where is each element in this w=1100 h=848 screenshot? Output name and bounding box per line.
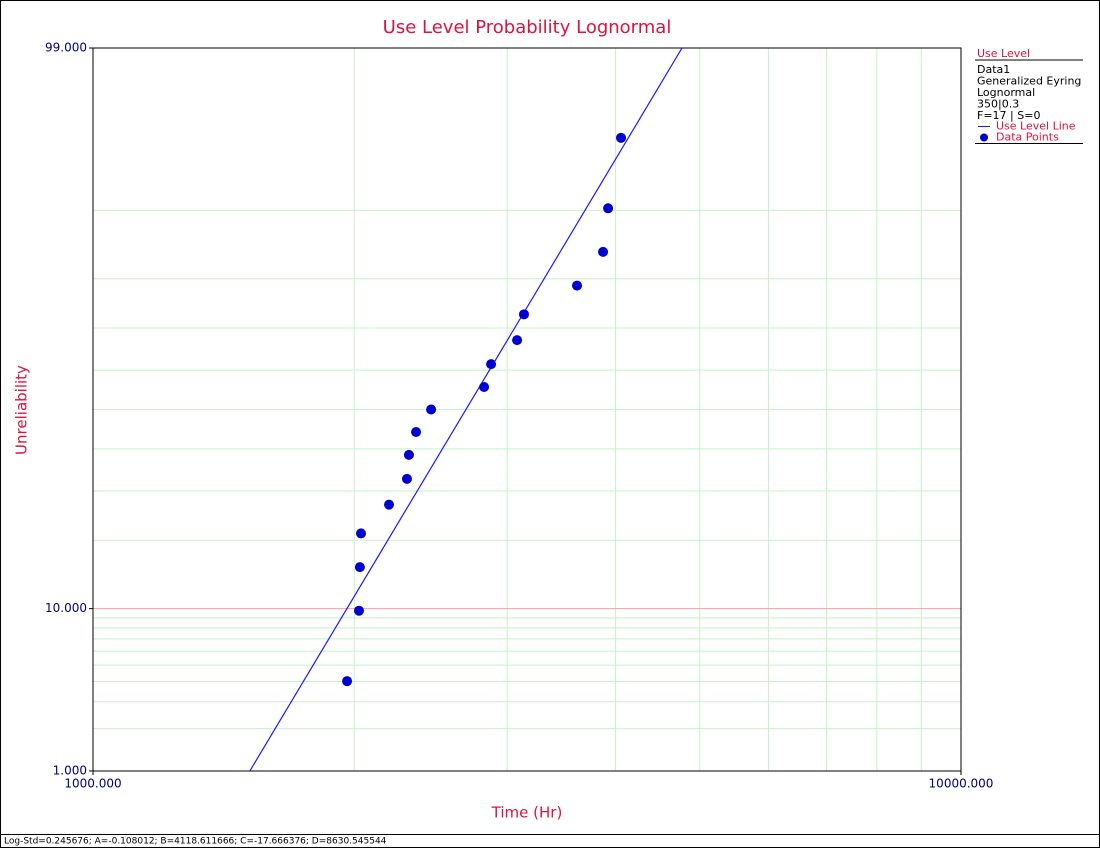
data-point: [403, 449, 414, 460]
data-point: [353, 605, 364, 616]
legend-swatch: [980, 133, 988, 142]
legend-line: 350|0.3: [977, 98, 1019, 111]
data-point: [401, 473, 412, 484]
chart-title: Use Level Probability Lognormal: [383, 17, 672, 38]
x-tick-label: 1000.000: [64, 777, 121, 791]
data-point: [572, 280, 583, 291]
data-point: [342, 676, 353, 687]
x-axis-label: Time (Hr): [491, 804, 563, 822]
y-axis-label: Unreliability: [13, 365, 31, 455]
data-point: [512, 335, 523, 346]
plot-area: [92, 47, 962, 772]
data-point: [598, 246, 609, 257]
legend-line: F=17 | S=0: [977, 109, 1040, 122]
data-point: [426, 404, 437, 415]
footer-text: Log-Std=0.245676; A=-0.108012; B=4118.61…: [4, 837, 387, 847]
data-point: [411, 426, 422, 437]
legend-label: Use Level Line: [996, 120, 1076, 133]
legend-title: Use Level: [977, 47, 1030, 60]
data-point: [486, 359, 497, 370]
legend-line: Generalized Eyring: [977, 75, 1081, 88]
data-point: [603, 203, 614, 214]
y-tick-label: 99.000: [45, 41, 87, 55]
legend-label: Data Points: [996, 131, 1059, 144]
data-point: [356, 528, 367, 539]
data-point: [384, 499, 395, 510]
data-point: [616, 132, 627, 143]
data-point: [479, 382, 490, 393]
x-tick-label: 10000.000: [929, 777, 994, 791]
legend-line: Lognormal: [977, 86, 1035, 99]
fit-line: [249, 48, 683, 771]
y-tick-label: 10.000: [45, 601, 87, 615]
y-tick-label: 1.000: [53, 764, 87, 778]
data-point: [354, 562, 365, 573]
data-point: [518, 309, 529, 320]
legend-line: Data1: [977, 63, 1010, 76]
